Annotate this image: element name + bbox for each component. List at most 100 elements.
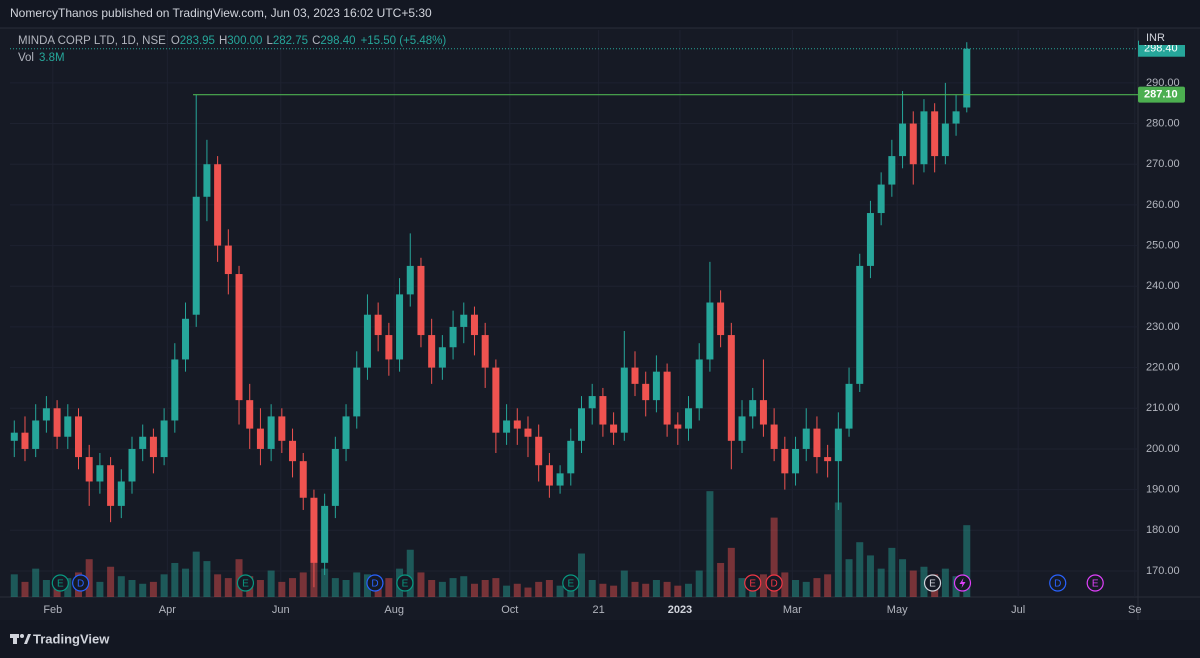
candle-body: [503, 420, 511, 433]
volume-bar: [513, 583, 521, 597]
volume-bar: [899, 559, 907, 597]
legend-change: +15.50 (+5.48%): [361, 35, 447, 47]
candle-body: [759, 400, 767, 425]
y-tick-label: 240.00: [1146, 280, 1180, 292]
volume-bar: [460, 576, 468, 597]
volume-bar: [139, 583, 147, 597]
x-tick-label: Mar: [783, 604, 802, 616]
x-tick-label: Apr: [159, 604, 176, 616]
volume-bar: [96, 581, 104, 597]
candle-body: [246, 400, 254, 429]
volume-bar: [492, 578, 500, 597]
candle-body: [353, 367, 361, 417]
legend-value: 283.95: [180, 35, 215, 47]
candle-body: [792, 448, 800, 474]
event-label: D: [77, 579, 84, 590]
volume-bar: [256, 579, 264, 597]
volume-bar: [299, 572, 307, 597]
candle-body: [931, 111, 939, 157]
candle-body: [85, 457, 93, 482]
candle-body: [363, 314, 371, 368]
event-label: D: [1054, 579, 1061, 590]
volume-bar: [203, 561, 211, 597]
volume-bar: [556, 585, 564, 597]
candle-body: [406, 265, 414, 295]
volume-bar: [588, 579, 596, 597]
x-tick-label: Jun: [272, 604, 290, 616]
candle-body: [610, 424, 618, 433]
candle-body: [160, 420, 168, 458]
volume-bar: [834, 502, 842, 597]
candle-body: [492, 367, 500, 433]
event-label: D: [371, 579, 378, 590]
volume-bar: [278, 581, 286, 597]
candle-body: [877, 184, 885, 214]
volume-bar: [920, 566, 928, 597]
candle-body: [674, 424, 682, 429]
candle-body: [588, 396, 596, 409]
volume-bar: [385, 578, 393, 597]
candle-body: [203, 164, 211, 197]
candle-body: [652, 371, 660, 401]
event-label: E: [57, 579, 64, 590]
x-tick-label: 21: [592, 604, 604, 616]
y-tick-label: 250.00: [1146, 239, 1180, 251]
volume-bar: [342, 579, 350, 597]
y-tick-label: 200.00: [1146, 443, 1180, 455]
candle-body: [685, 408, 693, 429]
candle-body: [856, 265, 864, 384]
legend-letter: O: [171, 35, 180, 47]
legend-value: 300.00: [227, 35, 262, 47]
legend-symbol: MINDA CORP LTD, 1D, NSE: [18, 35, 166, 47]
candle-body: [599, 396, 607, 425]
candle-body: [888, 156, 896, 185]
volume-bar: [449, 578, 457, 597]
volume-bar: [610, 585, 618, 597]
candle-body: [139, 436, 147, 449]
volume-bar: [781, 572, 789, 597]
x-tick-label: Aug: [384, 604, 404, 616]
candle-body: [42, 408, 50, 421]
volume-bar: [599, 583, 607, 597]
volume-bar: [42, 579, 50, 597]
candle-body: [107, 465, 115, 506]
volume-bar: [182, 568, 190, 597]
chart-panel: [0, 28, 1200, 620]
volume-bar: [663, 581, 671, 597]
y-tick-label: 220.00: [1146, 362, 1180, 374]
candle-body: [10, 432, 18, 441]
legend-letter: L: [266, 35, 273, 47]
candle-body: [470, 314, 478, 336]
candle-body: [545, 465, 553, 486]
candle-body: [417, 265, 425, 336]
event-badge: [366, 574, 384, 592]
legend-value: 298.40: [320, 35, 355, 47]
candle-body: [738, 416, 746, 441]
volume-legend: Vol 3.8M: [18, 52, 65, 64]
candle-body: [149, 436, 157, 458]
candle-body: [224, 245, 232, 275]
volume-bar: [770, 517, 778, 597]
header-text: NomercyThanos published on TradingView.c…: [10, 6, 432, 20]
volume-bar: [470, 583, 478, 597]
volume-bar: [289, 578, 297, 597]
x-tick-label: Jul: [1011, 604, 1025, 616]
event-badge: [396, 574, 414, 592]
candles: [10, 42, 971, 588]
volume-bar: [941, 568, 949, 597]
volume-bar: [631, 581, 639, 597]
candle-body: [567, 440, 575, 474]
volume-bar: [963, 525, 971, 597]
volume-bar: [128, 579, 136, 597]
y-tick-label: 230.00: [1146, 321, 1180, 333]
volume-bar: [117, 576, 125, 597]
volume-bar: [321, 568, 329, 597]
volume-bar: [107, 566, 115, 597]
volume-bar: [428, 579, 436, 597]
volume-bar: [685, 583, 693, 597]
candle-body: [749, 400, 757, 417]
volume-bars: [10, 491, 971, 597]
candle-body: [695, 359, 703, 409]
volume-bar: [171, 562, 179, 597]
